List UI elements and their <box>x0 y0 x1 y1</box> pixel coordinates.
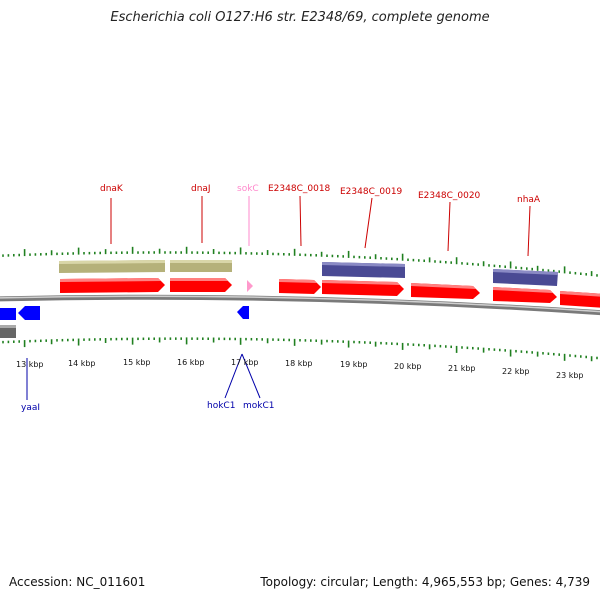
gene-block-dnaJ[interactable] <box>170 260 232 272</box>
label-dnaJ: dnaJ <box>191 184 211 194</box>
upper-tick-row <box>2 246 598 277</box>
cds-arrow-next[interactable] <box>560 291 600 308</box>
scale-label-18kbp: 18 kbp <box>285 359 313 368</box>
scale-label-19kbp: 19 kbp <box>340 360 368 369</box>
gene-block-nhaA[interactable] <box>493 269 558 286</box>
cds-arrow-sokC[interactable] <box>247 280 253 292</box>
scale-label-15kbp: 15 kbp <box>123 358 151 367</box>
lower-tick-row <box>2 337 598 362</box>
label-E2348C_0020: E2348C_0020 <box>418 191 481 201</box>
topology-label: Topology: circular; Length: 4,965,553 bp… <box>260 575 590 589</box>
label-nhaA: nhaA <box>517 195 541 205</box>
label-hokC1: hokC1 <box>207 401 235 411</box>
cds-arrow-dnaJ[interactable] <box>170 278 232 292</box>
accession-label: Accession: NC_011601 <box>9 575 146 589</box>
scale-label-17kbp: 17 kbp <box>231 358 259 367</box>
reverse-arrow-yaaI[interactable] <box>18 306 40 320</box>
scale-label-13kbp: 13 kbp <box>16 360 44 369</box>
reverse-arrow-hokC1[interactable] <box>237 306 249 319</box>
scale-label-14kbp: 14 kbp <box>68 359 96 368</box>
scale-label-21kbp: 21 kbp <box>448 364 476 373</box>
cds-arrow-E2348C_0019[interactable] <box>322 280 404 296</box>
genome-backbone <box>0 294 600 316</box>
cds-arrow-nhaA[interactable] <box>493 287 557 303</box>
label-mokC1: mokC1 <box>243 401 275 411</box>
scale-label-20kbp: 20 kbp <box>394 362 422 371</box>
gene-block-dnaK[interactable] <box>59 260 165 273</box>
label-sokC: sokC <box>237 184 259 194</box>
genome-title: Escherichia coli O127:H6 str. E2348/69, … <box>110 10 490 25</box>
gene-block-E2348C_0019[interactable] <box>322 262 405 278</box>
label-yaaI: yaaI <box>21 403 40 413</box>
label-E2348C_0018: E2348C_0018 <box>268 184 331 194</box>
grey-feature[interactable] <box>0 325 16 338</box>
cds-arrow-dnaK[interactable] <box>60 278 165 293</box>
label-E2348C_0019: E2348C_0019 <box>340 187 403 197</box>
cds-arrow-E2348C_0020[interactable] <box>411 283 480 299</box>
scale-label-23kbp: 23 kbp <box>556 371 584 380</box>
cds-arrow-E2348C_0018[interactable] <box>279 279 321 294</box>
scale-label-22kbp: 22 kbp <box>502 367 530 376</box>
label-dnaK: dnaK <box>100 184 124 194</box>
reverse-arrow-left[interactable] <box>0 308 16 320</box>
scale-label-16kbp: 16 kbp <box>177 358 205 367</box>
